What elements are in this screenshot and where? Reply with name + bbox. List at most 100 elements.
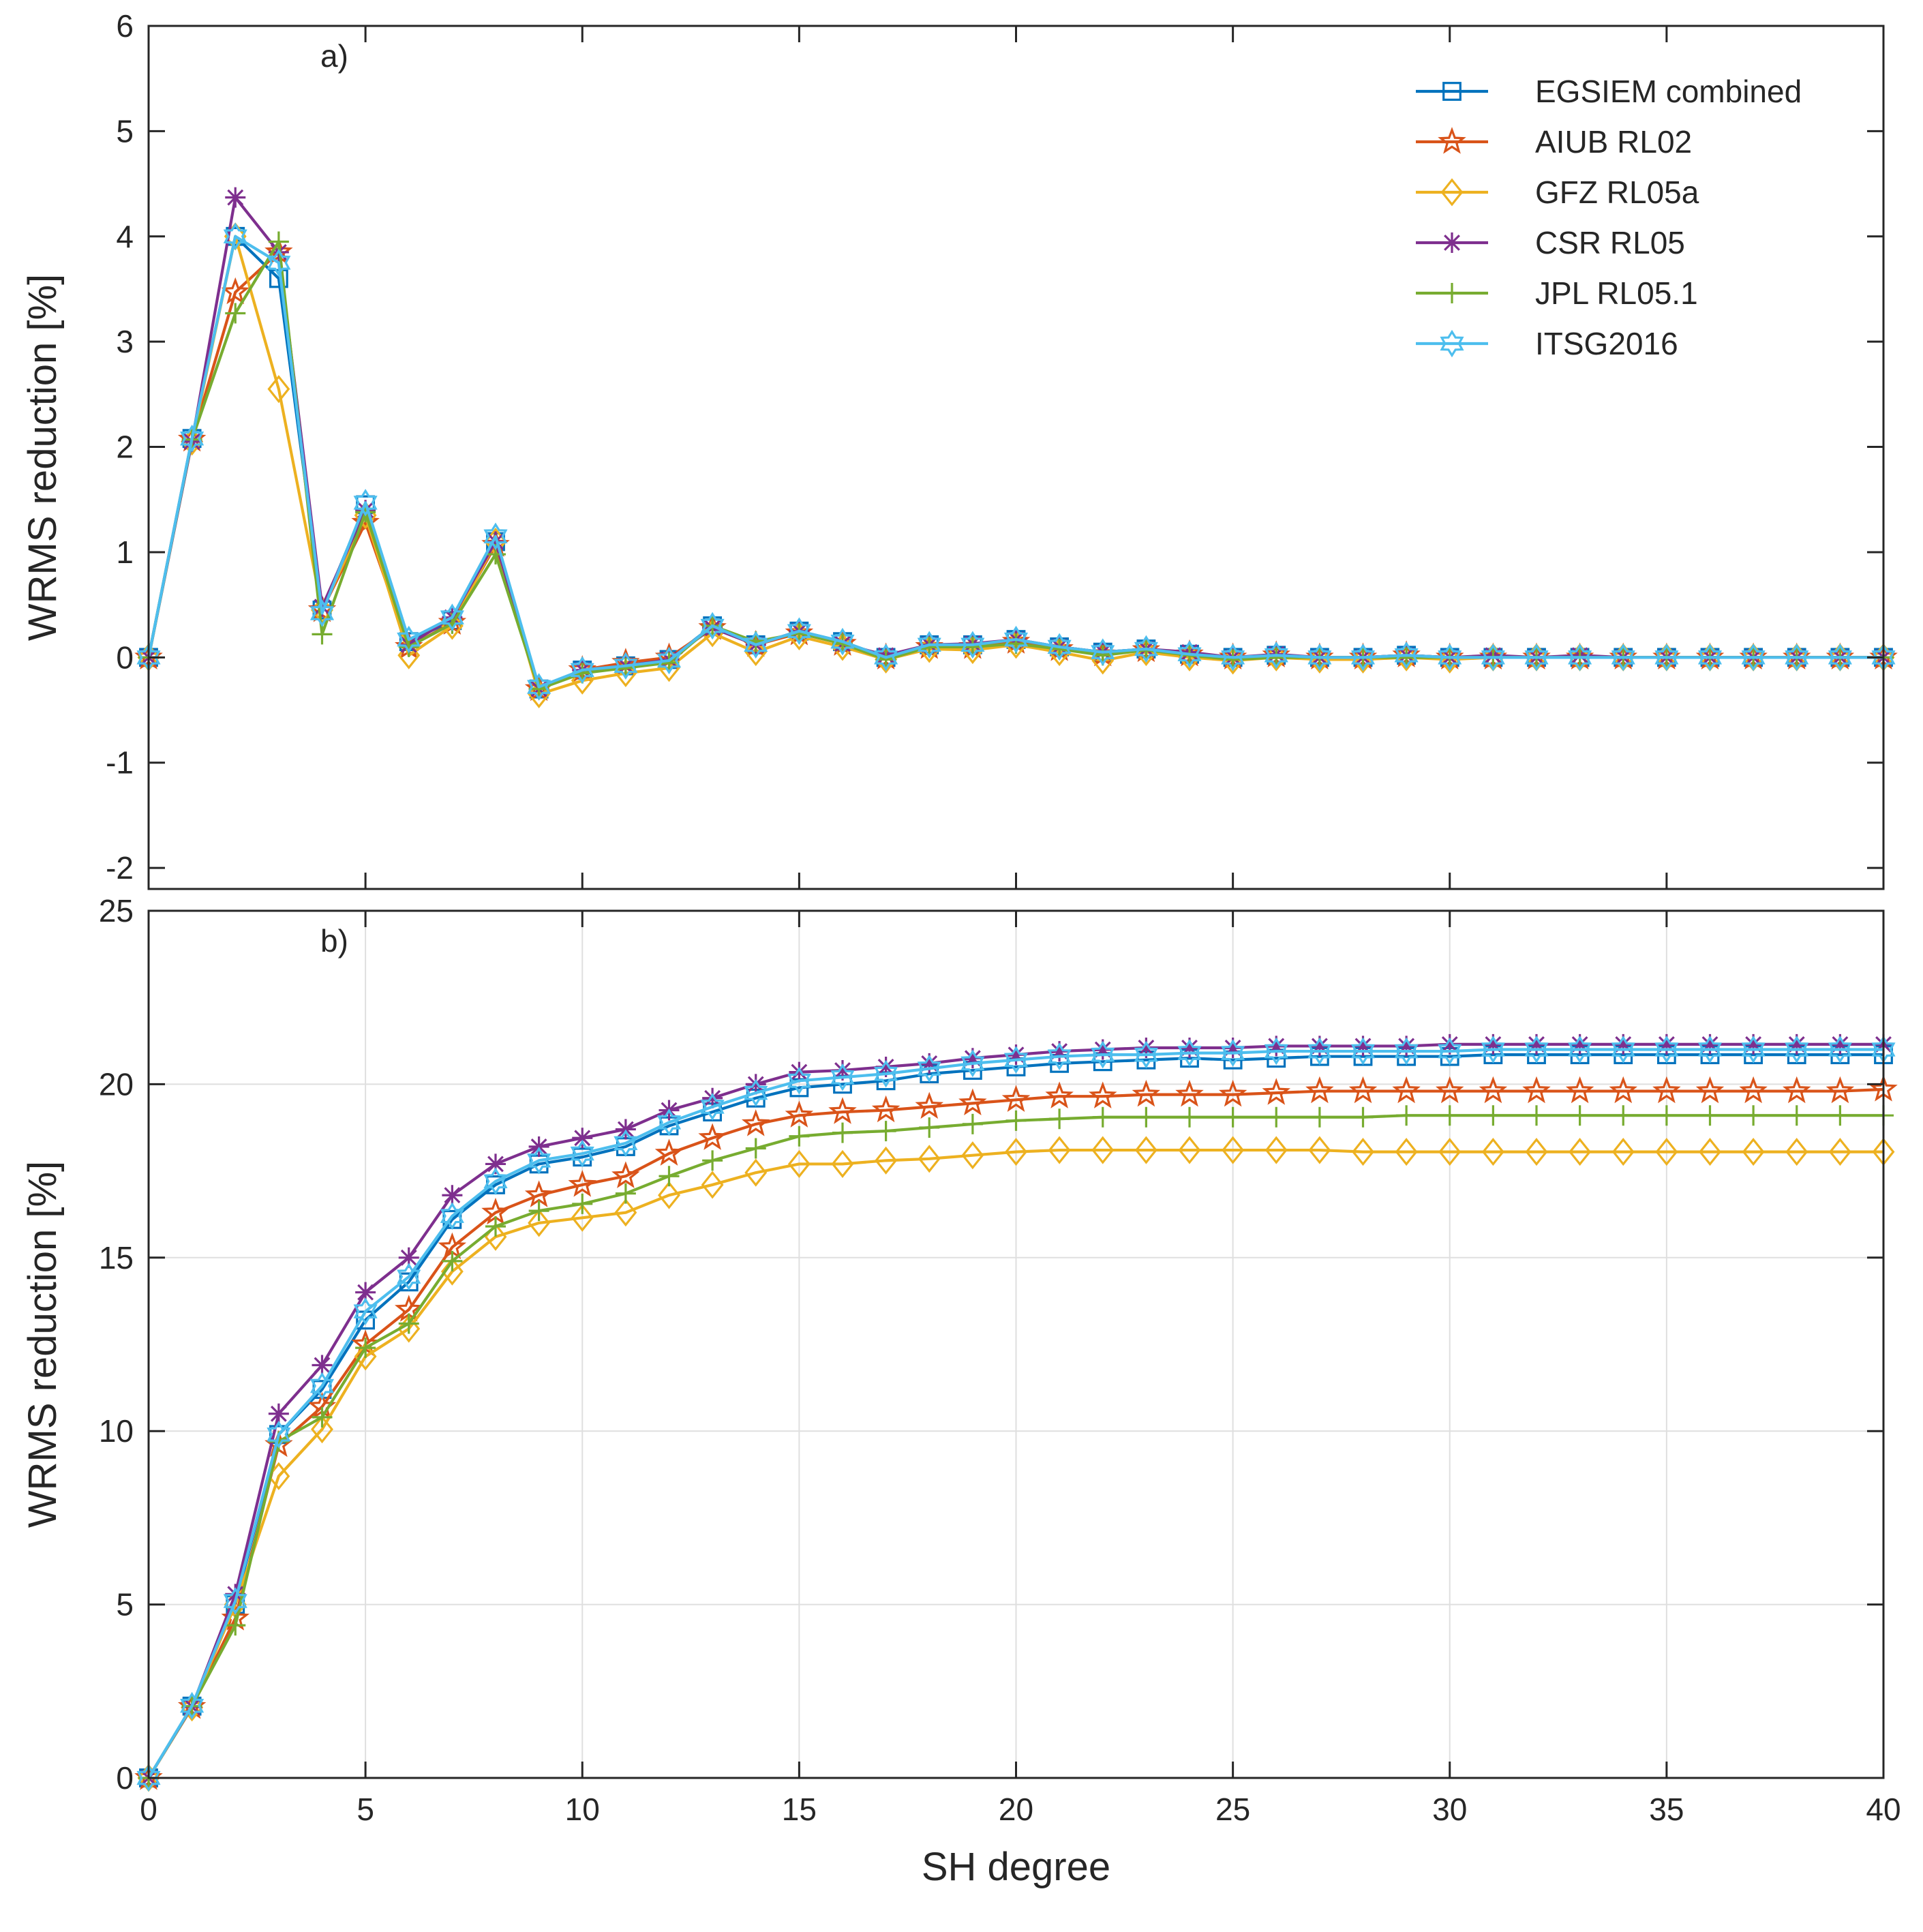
data-point: [440, 1202, 464, 1231]
data-point: [875, 1146, 898, 1175]
data-point: [180, 424, 205, 453]
data-point: [962, 636, 983, 657]
series-gfz-rl05a: [137, 1136, 1895, 1792]
data-point: [1177, 640, 1202, 668]
data-point: [1611, 1138, 1635, 1166]
data-point: [1308, 1136, 1331, 1164]
y-tick-label: 15: [99, 1240, 134, 1276]
data-point: [570, 656, 594, 684]
legend-label: GFZ RL05a: [1535, 175, 1699, 210]
data-point: [527, 673, 551, 701]
data-point: [353, 489, 378, 517]
data-point: [702, 1150, 723, 1171]
data-point: [1568, 1036, 1592, 1063]
data-point: [1305, 1076, 1334, 1104]
data-point: [1609, 1076, 1638, 1104]
data-point: [1308, 645, 1331, 674]
data-point: [1569, 1138, 1592, 1166]
data-point: [828, 1097, 857, 1124]
data-point: [1134, 1040, 1158, 1069]
y-tick-label: 3: [116, 324, 134, 359]
data-point: [311, 1415, 333, 1444]
data-point: [1438, 1037, 1462, 1066]
data-point: [785, 1100, 814, 1128]
data-point: [1522, 1076, 1551, 1104]
series-itsg2016: [136, 222, 1896, 701]
data-point: [744, 1158, 768, 1187]
data-point: [1266, 1036, 1287, 1057]
x-tick-label: 5: [357, 1792, 374, 1827]
y-axis-label: WRMS reduction [%]: [20, 1161, 65, 1528]
data-point: [397, 1314, 421, 1343]
data-point: [1396, 647, 1417, 668]
data-point: [874, 644, 898, 671]
data-point: [702, 1087, 723, 1108]
data-point: [267, 375, 290, 404]
data-point: [312, 1355, 333, 1376]
data-point: [832, 1122, 853, 1143]
data-point: [1218, 1079, 1247, 1107]
data-point: [1266, 647, 1287, 668]
data-point: [312, 624, 333, 645]
data-point: [654, 1138, 684, 1166]
data-point: [309, 599, 335, 627]
legend-marker: [1442, 232, 1462, 253]
data-point: [1828, 644, 1852, 671]
x-tick-label: 10: [565, 1792, 600, 1827]
data-point: [1525, 1138, 1548, 1166]
data-point: [1134, 635, 1158, 663]
data-point: [1481, 1036, 1505, 1063]
data-point: [1782, 1076, 1811, 1104]
data-point: [1743, 1033, 1764, 1055]
data-point: [483, 522, 508, 551]
y-tick-label: 5: [116, 1587, 134, 1622]
data-point: [570, 1139, 594, 1168]
x-tick-label: 15: [782, 1792, 817, 1827]
data-point: [611, 1161, 640, 1188]
panel-b: 0 5 10 15 20 25 30 35 40 0 5 10 15 20 25 WRMS reduction…: [20, 893, 1901, 1889]
data-point: [1394, 1037, 1419, 1066]
data-point: [1613, 1033, 1634, 1055]
data-point: [1438, 1138, 1462, 1166]
data-point: [1785, 1036, 1809, 1063]
data-point: [1743, 1105, 1764, 1126]
ticks: [147, 909, 1885, 1779]
data-point: [528, 1209, 551, 1237]
data-point: [1785, 644, 1809, 671]
data-point: [1526, 1105, 1547, 1126]
legend-item: CSR RL05: [1416, 225, 1685, 260]
data-point: [1524, 1036, 1549, 1063]
legend-label: JPL RL05.1: [1535, 275, 1698, 311]
y-axis-label: WRMS reduction [%]: [20, 274, 65, 641]
data-point: [1483, 1033, 1504, 1055]
y-tick-label: 6: [116, 8, 134, 44]
data-point: [1786, 1105, 1807, 1126]
data-point: [1739, 1076, 1768, 1104]
data-point: [180, 1691, 205, 1720]
y-tick-label: 5: [116, 113, 134, 149]
data-point: [1265, 1136, 1288, 1164]
data-point: [615, 657, 636, 678]
data-point: [1830, 1105, 1851, 1126]
data-point: [787, 1149, 811, 1178]
series-group: [134, 187, 1898, 708]
data-point: [1264, 641, 1288, 669]
data-point: [397, 625, 421, 654]
data-point: [1001, 1085, 1031, 1112]
data-point: [221, 277, 250, 305]
data-point: [485, 1153, 506, 1175]
data-point: [789, 1061, 810, 1083]
data-point: [1741, 1036, 1766, 1063]
data-point: [354, 1342, 377, 1371]
data-point: [656, 646, 682, 675]
data-point: [1003, 625, 1029, 654]
data-point: [1396, 1105, 1417, 1126]
data-point: [571, 1203, 594, 1232]
data-point: [1611, 644, 1635, 671]
data-point: [527, 1147, 551, 1175]
data-point: [1175, 1079, 1204, 1107]
data-point: [961, 1141, 984, 1170]
data-point: [1569, 1033, 1590, 1055]
y-tick-label: 25: [99, 893, 134, 929]
